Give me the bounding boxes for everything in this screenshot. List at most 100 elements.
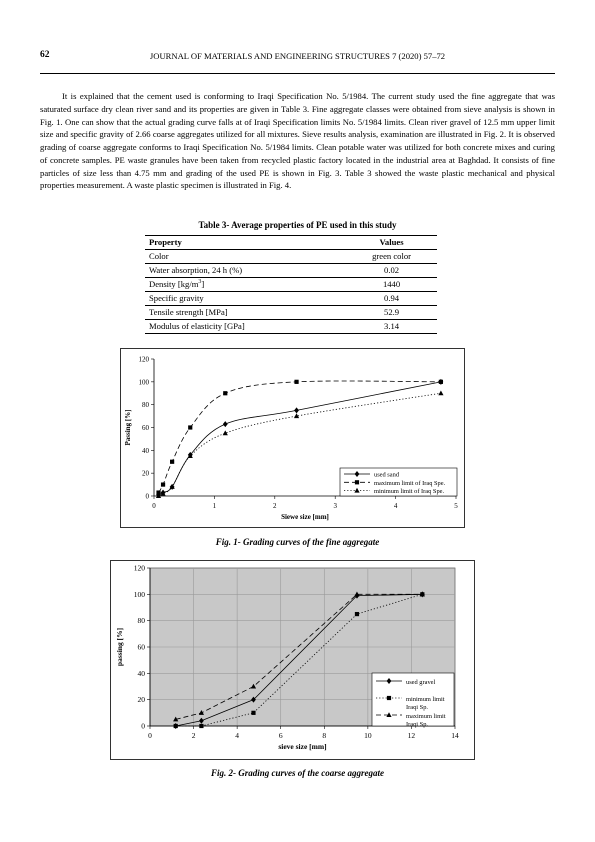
data-point	[354, 611, 360, 617]
data-point	[173, 723, 178, 729]
x-tick-label: 10	[364, 731, 372, 740]
data-point	[250, 683, 257, 689]
figure2-caption: Fig. 2- Grading curves of the coarse agg…	[211, 768, 384, 778]
density-label-end: ]	[201, 279, 205, 289]
table-cell-value: 1440	[346, 277, 437, 292]
x-tick-label: 4	[235, 731, 239, 740]
table-cell-value: 0.02	[346, 263, 437, 278]
table-row: Water absorption, 24 h (%) 0.02	[145, 263, 437, 278]
table-row: Specific gravity 0.94	[145, 291, 437, 306]
data-point	[156, 490, 161, 495]
table-row: Color green color	[145, 249, 437, 264]
table-header-row: Property Values	[145, 235, 437, 250]
x-tick-label: 4	[394, 502, 398, 510]
legend-box	[371, 672, 455, 727]
data-point	[198, 710, 205, 715]
y-tick-label: 20	[138, 695, 146, 704]
y-tick-label: 80	[142, 401, 150, 409]
y-tick-label: 100	[134, 590, 146, 599]
table-caption: Table 3- Average properties of PE used i…	[198, 220, 397, 230]
data-point	[251, 710, 256, 715]
chart-frame	[120, 348, 465, 528]
series-triangle	[155, 390, 444, 498]
x-tick-label: 8	[322, 731, 326, 740]
data-point	[293, 413, 300, 419]
data-point	[188, 425, 193, 430]
x-axis-label: Siewe size [mm]	[281, 513, 329, 521]
data-point	[223, 391, 228, 396]
table-cell-value: 52.9	[346, 305, 437, 320]
table-cell-property: Color	[145, 249, 347, 264]
y-tick-label: 60	[138, 643, 146, 652]
legend-label: used sand	[374, 472, 400, 479]
data-point	[222, 430, 228, 436]
data-point	[294, 407, 299, 414]
table-cell-value: green color	[346, 249, 437, 264]
x-tick-label: 14	[451, 731, 459, 740]
table-row: Tensile strength [MPa] 52.9	[145, 305, 437, 320]
data-point	[170, 459, 175, 464]
legend-marker	[386, 712, 392, 717]
density-label: Density [kg/m	[149, 279, 199, 289]
table-cell-property: Modulus of elasticity [GPa]	[145, 319, 347, 334]
data-point	[251, 696, 256, 703]
table-cell-property: Density [kg/m3]	[145, 277, 347, 292]
data-point	[419, 591, 425, 597]
x-tick-label: 2	[192, 731, 196, 740]
x-tick-label: 0	[152, 502, 156, 510]
x-axis-label: sieve size [mm]	[278, 742, 326, 751]
data-point	[438, 379, 443, 384]
x-tick-label: 5	[454, 502, 458, 510]
table-cell-value: 0.94	[346, 291, 437, 306]
legend-label: minimum limit of Iraq Spe.	[374, 488, 445, 495]
data-point	[222, 421, 228, 428]
data-point	[169, 484, 175, 489]
header-rule	[40, 73, 555, 74]
data-point	[187, 453, 193, 459]
y-tick-label: 20	[142, 470, 150, 478]
data-point	[173, 716, 179, 722]
y-axis-label: Passing [%]	[124, 410, 132, 446]
y-tick-label: 120	[134, 564, 146, 573]
figure1-caption: Fig. 1- Grading curves of the fine aggre…	[215, 537, 380, 547]
series-square	[156, 379, 443, 495]
data-point	[199, 723, 204, 729]
y-tick-label: 40	[142, 447, 150, 455]
table-header-values: Values	[346, 235, 437, 250]
table-header-property: Property	[145, 235, 347, 250]
table-cell-property: Specific gravity	[145, 291, 347, 306]
legend-label: used gravel	[406, 679, 436, 686]
x-tick-label: 1	[213, 502, 217, 510]
x-tick-label: 3	[333, 502, 337, 510]
legend-label: minimum limit Iraqi Sp.	[406, 696, 445, 711]
y-tick-label: 0	[146, 493, 150, 501]
fine-aggregate-chart: 0 20 40 60 80 100 120 0 1 2 3 4 5 Siewe size [mm] Pass…	[120, 348, 465, 528]
table-row: Modulus of elasticity [GPa] 3.14	[145, 319, 437, 334]
x-tick-label: 2	[273, 502, 277, 510]
table-cell-property: Tensile strength [MPa]	[145, 305, 347, 320]
table-cell-property: Water absorption, 24 h (%)	[145, 263, 347, 278]
data-point	[438, 390, 444, 396]
data-point	[354, 591, 360, 597]
data-point	[199, 717, 204, 724]
page-header: 62 JOURNAL OF MATERIALS AND ENGINEERING …	[40, 50, 555, 64]
y-tick-label: 80	[138, 616, 146, 625]
legend-label: maximum limit Iraqi Sp.	[406, 713, 446, 728]
legend-marker	[386, 695, 392, 701]
page-number: 62	[40, 50, 50, 60]
table-row: Density [kg/m3] 1440	[145, 277, 437, 292]
series-line	[158, 392, 441, 497]
data-point	[160, 482, 166, 487]
y-tick-label: 100	[139, 378, 150, 386]
x-tick-label: 12	[408, 731, 416, 740]
journal-title: JOURNAL OF MATERIALS AND ENGINEERING STR…	[149, 51, 446, 61]
y-tick-label: 120	[139, 356, 150, 364]
coarse-aggregate-chart: 0 20 40 60 80 100 120 0 2 4 6 8 10 12 14 sieve size [mm…	[110, 560, 475, 760]
x-tick-label: 0	[148, 731, 152, 740]
series-line	[175, 593, 423, 727]
legend-marker	[354, 487, 360, 493]
y-tick-label: 40	[138, 669, 146, 678]
legend-marker	[386, 678, 392, 684]
data-point	[160, 490, 166, 496]
